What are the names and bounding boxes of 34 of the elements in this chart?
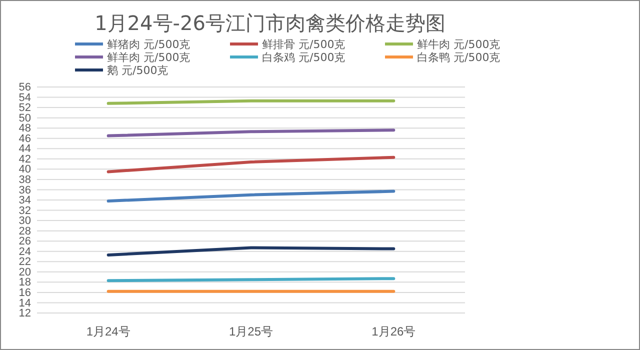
y-tick-label: 36 bbox=[18, 184, 31, 196]
x-tick-label: 1月25号 bbox=[228, 324, 274, 339]
y-tick-label: 38 bbox=[18, 174, 31, 186]
legend-label: 白条鸭 元/500克 bbox=[417, 51, 500, 64]
y-tick-label: 22 bbox=[18, 256, 31, 268]
y-tick-label: 16 bbox=[18, 286, 31, 299]
y-tick-label: 20 bbox=[18, 266, 31, 278]
legend-label: 鹅 元/500克 bbox=[107, 64, 168, 77]
y-tick-label: 18 bbox=[18, 276, 31, 289]
y-tick-label: 12 bbox=[18, 308, 31, 320]
y-tick-label: 56 bbox=[18, 82, 31, 94]
y-tick-label: 48 bbox=[18, 122, 31, 135]
legend-label: 鲜猪肉 元/500克 bbox=[107, 38, 190, 51]
x-tick-label: 1月24号 bbox=[86, 324, 130, 339]
y-tick-label: 34 bbox=[18, 194, 31, 207]
y-tick-label: 28 bbox=[18, 225, 31, 238]
y-tick-label: 24 bbox=[18, 246, 31, 258]
y-tick-label: 14 bbox=[18, 297, 31, 310]
x-tick-label: 1月26号 bbox=[372, 324, 416, 339]
legend-label: 鲜排骨 元/500克 bbox=[262, 38, 346, 51]
y-tick-label: 26 bbox=[18, 236, 31, 248]
y-tick-label: 44 bbox=[18, 143, 31, 156]
legend-label: 白条鸡 元/500克 bbox=[262, 51, 346, 64]
y-tick-label: 46 bbox=[18, 132, 31, 145]
y-tick-label: 30 bbox=[18, 215, 31, 228]
chart-title: 1月24号-26号江门市肉禽类价格走势图 bbox=[94, 11, 446, 35]
y-tick-label: 50 bbox=[18, 112, 31, 124]
y-tick-label: 54 bbox=[18, 92, 31, 104]
y-tick-label: 52 bbox=[18, 102, 31, 114]
y-tick-label: 42 bbox=[18, 153, 31, 166]
legend-label: 鲜牛肉 元/500克 bbox=[417, 38, 500, 51]
y-tick-label: 32 bbox=[18, 204, 31, 217]
y-tick-label: 40 bbox=[18, 164, 31, 176]
legend-label: 鲜羊肉 元/500克 bbox=[107, 51, 190, 64]
